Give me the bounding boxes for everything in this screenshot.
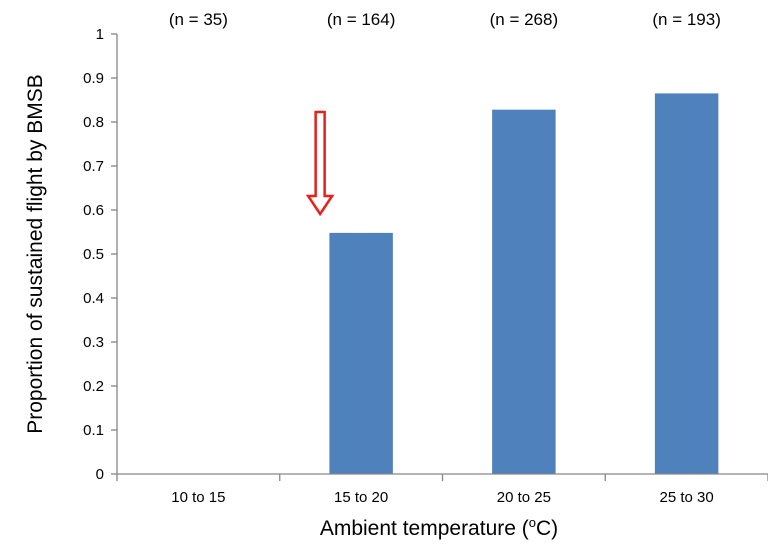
- bar: [492, 109, 556, 475]
- x-tick-label: 25 to 30: [660, 489, 714, 506]
- sample-size-label: (n = 193): [652, 10, 721, 29]
- down-arrow-icon: [305, 110, 335, 217]
- y-tick-label: 0.3: [83, 334, 104, 351]
- bars: [329, 93, 719, 475]
- x-tick-label: 10 to 15: [171, 489, 225, 506]
- y-axis-ticks: 0 0.1 0.2 0.3 0.4 0.5 0.6 0.7 0.8 0.9 1: [83, 26, 117, 483]
- sample-size-labels: (n = 35) (n = 164) (n = 268) (n = 193): [169, 10, 721, 29]
- y-tick-label: 1: [96, 26, 104, 43]
- bar: [654, 93, 719, 475]
- x-tick-label: 20 to 25: [497, 489, 551, 506]
- y-tick-label: 0.1: [83, 422, 104, 439]
- x-axis-label: Ambient temperature (oC): [320, 515, 558, 540]
- y-tick-label: 0.2: [83, 378, 104, 395]
- y-tick-label: 0.8: [83, 114, 104, 131]
- y-tick-label: 0.4: [83, 290, 104, 307]
- y-tick-label: 0.9: [83, 70, 104, 87]
- arrow-annotation: [305, 110, 335, 217]
- y-axis-label: Proportion of sustained flight by BMSB: [24, 74, 47, 434]
- sample-size-label: (n = 164): [327, 10, 396, 29]
- sample-size-label: (n = 35): [169, 10, 228, 29]
- y-tick-label: 0: [96, 466, 104, 483]
- sample-size-label: (n = 268): [490, 10, 559, 29]
- x-tick-label: 15 to 20: [334, 489, 388, 506]
- y-tick-label: 0.7: [83, 158, 104, 175]
- bar: [329, 232, 393, 474]
- y-tick-label: 0.6: [83, 202, 104, 219]
- y-tick-label: 0.5: [83, 246, 104, 263]
- x-axis-ticks: 10 to 15 15 to 20 20 to 25 25 to 30: [116, 474, 768, 506]
